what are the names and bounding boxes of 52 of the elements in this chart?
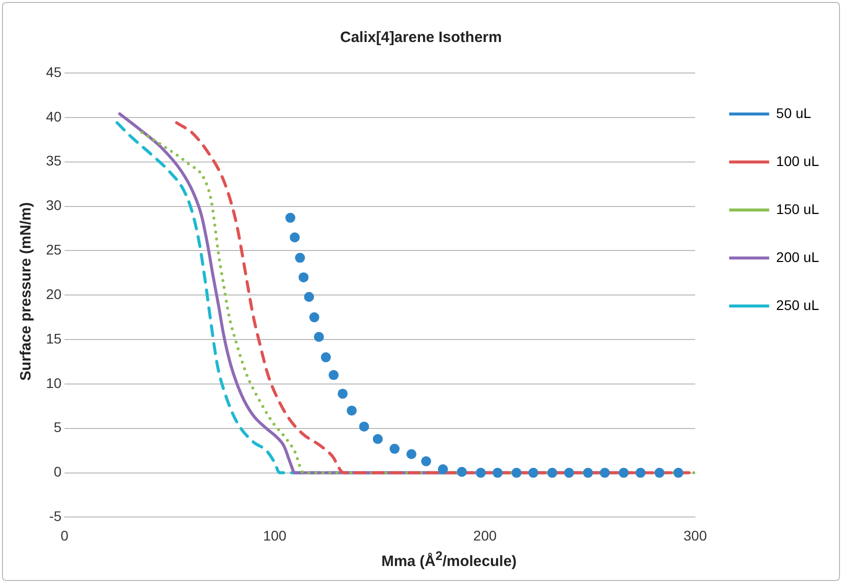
legend-label: 50 uL <box>776 104 812 121</box>
y-tick-label: 25 <box>46 242 62 258</box>
point <box>390 444 400 454</box>
point <box>406 449 416 460</box>
point <box>438 464 448 474</box>
point <box>309 312 320 322</box>
point <box>476 468 486 478</box>
y-tick-label: 15 <box>46 330 62 346</box>
legend-label: 250 uL <box>776 296 820 313</box>
y-tick-label: 0 <box>54 464 62 480</box>
point <box>304 292 314 302</box>
point <box>359 422 370 432</box>
x-tick-label: 200 <box>473 527 497 544</box>
legend-label: 150 uL <box>776 200 820 217</box>
point <box>654 468 664 478</box>
point <box>314 332 324 342</box>
point <box>290 232 300 242</box>
y-tick-label: 5 <box>54 419 62 436</box>
y-tick-label: -5 <box>49 508 62 524</box>
point <box>338 388 348 399</box>
point <box>636 468 646 478</box>
y-tick-label: 30 <box>46 197 62 214</box>
y-axis-title: Surface pressure (mN/m) <box>18 201 34 383</box>
x-axis-title: Mma (Å$^{2}$/molecule) <box>380 549 518 570</box>
point <box>673 468 684 478</box>
legend-label: 100 uL <box>776 152 820 169</box>
y-tick-label: 10 <box>46 374 62 391</box>
point <box>512 468 522 478</box>
point <box>328 370 339 380</box>
x-tick-label: 100 <box>263 527 287 544</box>
y-tick-label: 35 <box>46 152 62 169</box>
point <box>320 352 331 362</box>
point <box>564 468 574 478</box>
point <box>547 468 558 478</box>
y-tick-label: 45 <box>46 64 62 80</box>
point <box>582 468 593 478</box>
point <box>298 272 309 282</box>
point <box>456 466 467 477</box>
point <box>295 252 305 263</box>
point <box>618 468 629 478</box>
y-tick-label: 20 <box>46 286 62 302</box>
point <box>600 468 610 478</box>
point <box>285 212 296 223</box>
y-tick-label: 40 <box>46 108 62 124</box>
point <box>528 468 538 478</box>
point <box>372 434 383 444</box>
chart-title: Calix[4]arene Isotherm <box>339 29 503 46</box>
point <box>346 406 357 416</box>
x-tick-label: 300 <box>684 527 708 544</box>
legend-label: 200 uL <box>776 248 820 265</box>
point <box>421 456 432 466</box>
point <box>492 468 503 478</box>
